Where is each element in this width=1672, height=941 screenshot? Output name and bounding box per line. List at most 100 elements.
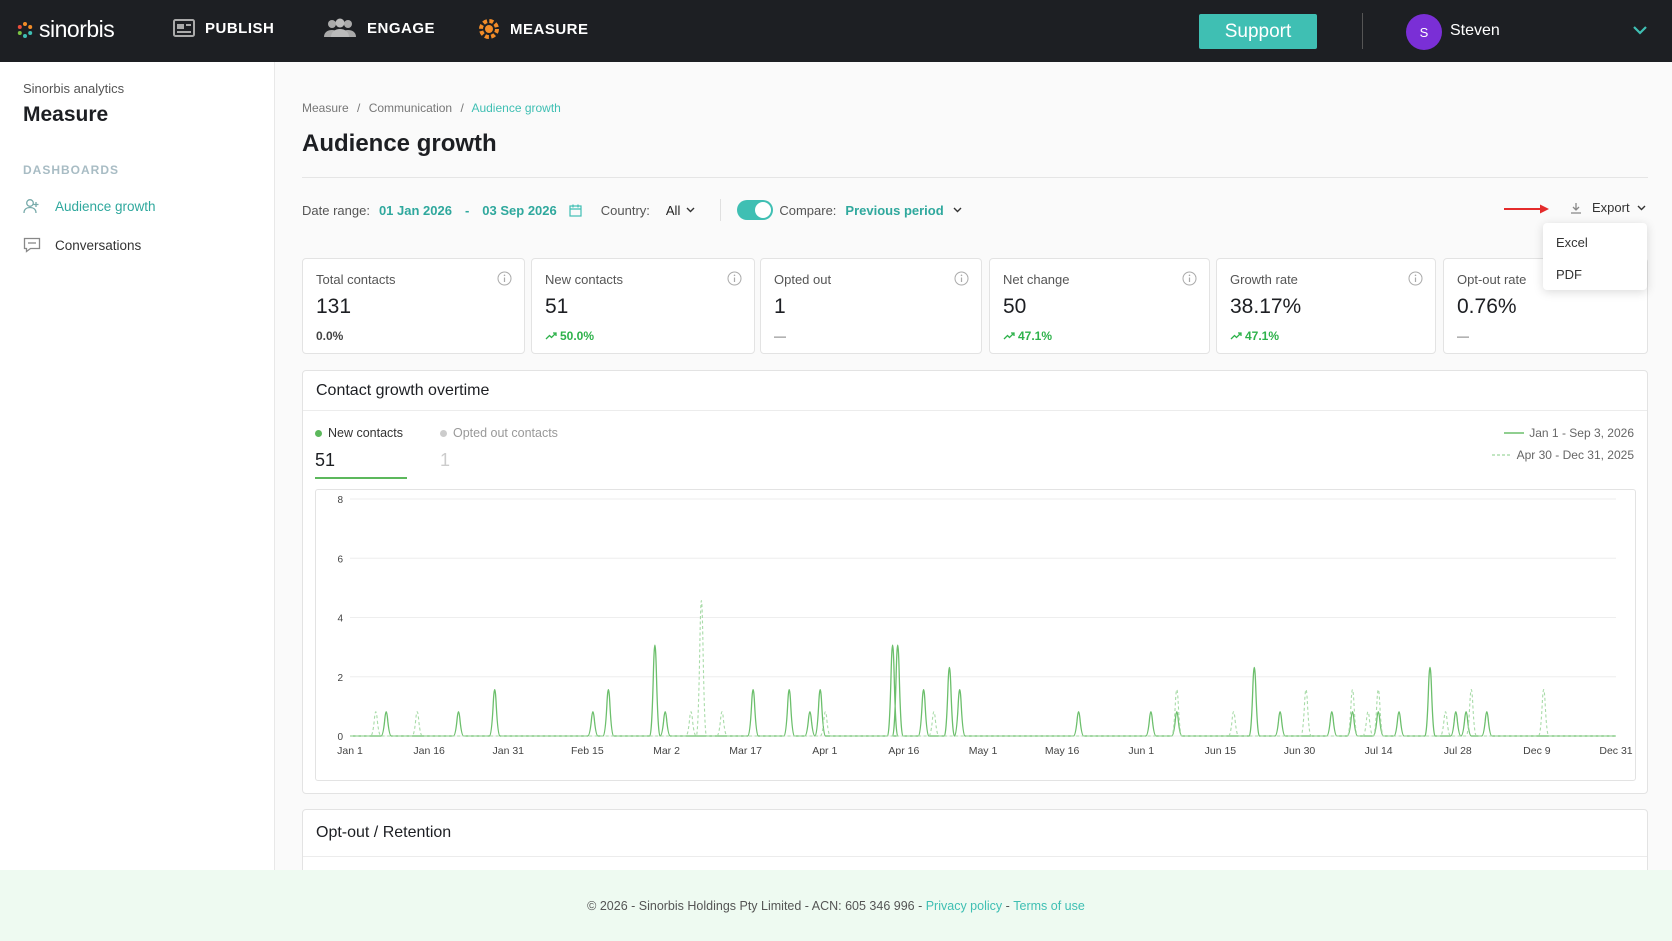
nav-publish-label: PUBLISH — [205, 19, 275, 37]
tab-opted-out-value: 1 — [440, 450, 451, 470]
chevron-down-icon[interactable] — [686, 207, 695, 213]
stat-label: Net change — [1003, 272, 1070, 287]
x-tick-label: Jan 16 — [413, 745, 445, 757]
chart-area: 0 2 4 6 8 Jan 1 Jan 16 Jan 31 Feb 15 Mar 2 Mar 17 A… — [315, 489, 1636, 781]
info-icon[interactable] — [497, 271, 512, 286]
top-nav: sinorbis PUBLISH ENGAGE MEASURE Support … — [0, 0, 1672, 62]
x-tick-label: Mar 2 — [653, 745, 680, 757]
chevron-down-icon[interactable] — [953, 207, 962, 213]
tab-new-contacts[interactable]: New contacts — [315, 426, 403, 440]
sidebar-item-audience-growth[interactable]: Audience growth — [23, 198, 156, 214]
panel-title: Opt-out / Retention — [316, 824, 452, 841]
stat-value: 0.76% — [1457, 295, 1517, 318]
nav-measure[interactable]: MEASURE — [478, 18, 589, 40]
x-tick-label: Feb 15 — [571, 745, 604, 757]
stat-change: 47.1% — [1230, 329, 1279, 343]
sidebar-item-conversations[interactable]: Conversations — [23, 237, 141, 253]
stat-card-total-contacts: Total contacts 131 0.0% — [302, 258, 525, 354]
date-range-label: Date range: — [302, 202, 370, 218]
info-icon[interactable] — [954, 271, 969, 286]
stat-label: Opted out — [774, 272, 832, 287]
y-tick-label: 4 — [337, 614, 343, 625]
footer: © 2026 - Sinorbis Holdings Pty Limited -… — [0, 870, 1672, 941]
y-tick-label: 0 — [337, 732, 343, 743]
stat-card-opt-out-rate: Opt-out rate 0.76% — — [1443, 258, 1648, 354]
nav-publish[interactable]: PUBLISH — [173, 18, 274, 38]
breadcrumb-measure[interactable]: Measure — [302, 101, 349, 115]
x-tick-label: Jun 30 — [1284, 745, 1316, 757]
nav-divider — [1362, 13, 1363, 49]
stat-card-growth-rate: Growth rate 38.17% 47.1% — [1216, 258, 1436, 354]
export-label: Export — [1592, 200, 1630, 215]
x-tick-label: Jul 14 — [1365, 745, 1393, 757]
sidebar-item-label: Audience growth — [55, 198, 156, 214]
info-icon[interactable] — [1408, 271, 1423, 286]
publish-icon — [173, 19, 195, 37]
date-from[interactable]: 01 Jan 2026 — [378, 202, 452, 218]
sidebar-section-label: DASHBOARDS — [23, 163, 120, 177]
trend-up-icon — [1003, 332, 1015, 340]
nav-measure-label: MEASURE — [510, 20, 589, 38]
support-button[interactable]: Support — [1199, 14, 1317, 49]
chevron-down-icon — [1637, 205, 1646, 210]
trend-up-icon — [545, 332, 557, 340]
tab-opted-out-contacts[interactable]: Opted out contacts — [440, 426, 558, 440]
breadcrumb: Measure / Communication / Audience growt… — [302, 101, 561, 115]
series-line-previous-period — [350, 600, 1616, 737]
red-arrow-annotation — [1504, 204, 1549, 214]
panel-divider — [303, 856, 1647, 857]
contact-growth-panel: Contact growth overtime New contacts 51 … — [302, 370, 1648, 794]
export-button[interactable]: Export — [1570, 200, 1646, 215]
sidebar-subtitle: Sinorbis analytics — [23, 81, 125, 96]
dashed-line-swatch — [1491, 454, 1512, 456]
brand-logo[interactable]: sinorbis — [16, 16, 115, 43]
filter-bar: Date range: 01 Jan 2026 - 03 Sep 2026 Co… — [302, 199, 962, 221]
export-option-excel[interactable]: Excel — [1556, 235, 1588, 250]
stat-change: — — [774, 329, 786, 343]
panel-divider — [303, 410, 1647, 411]
growth-line-chart: 0 2 4 6 8 Jan 1 Jan 16 Jan 31 Feb 15 Mar 2 Mar 17 A… — [337, 495, 1633, 757]
solid-line-swatch — [1504, 432, 1525, 434]
sidebar-item-label: Conversations — [55, 237, 142, 253]
stat-card-opted-out: Opted out 1 — — [760, 258, 982, 354]
breadcrumb-current: Audience growth — [471, 101, 561, 115]
x-tick-label: Jul 28 — [1444, 745, 1472, 757]
avatar[interactable]: S — [1406, 14, 1442, 50]
info-icon[interactable] — [1182, 271, 1197, 286]
stat-card-net-change: Net change 50 47.1% — [989, 258, 1210, 354]
stat-value: 38.17% — [1230, 295, 1302, 318]
country-label: Country: — [600, 202, 650, 218]
audience-icon — [23, 199, 39, 214]
opt-out-retention-panel: Opt-out / Retention — [302, 809, 1648, 879]
privacy-policy-link[interactable]: Privacy policy — [925, 898, 1003, 913]
date-to[interactable]: 03 Sep 2026 — [482, 202, 557, 218]
info-icon[interactable] — [727, 271, 742, 286]
x-tick-label: Apr 16 — [888, 745, 919, 757]
stat-change: 47.1% — [1003, 329, 1052, 343]
stat-change: — — [1457, 329, 1469, 343]
compare-toggle[interactable] — [737, 200, 774, 220]
breadcrumb-communication[interactable]: Communication — [368, 101, 453, 115]
stat-label: Opt-out rate — [1457, 272, 1527, 287]
stat-value: 131 — [316, 295, 352, 318]
calendar-icon[interactable] — [569, 204, 582, 217]
chevron-down-icon[interactable] — [1632, 24, 1648, 36]
x-tick-label: Jan 31 — [492, 745, 524, 757]
footer-copyright: © 2026 - Sinorbis Holdings Pty Limited -… — [587, 898, 923, 913]
export-option-pdf[interactable]: PDF — [1556, 267, 1582, 282]
stat-label: Growth rate — [1230, 272, 1298, 287]
x-tick-label: Dec 9 — [1523, 745, 1551, 757]
country-select[interactable]: All — [665, 202, 681, 218]
nav-engage[interactable]: ENGAGE — [323, 18, 435, 38]
terms-of-use-link[interactable]: Terms of use — [1013, 898, 1085, 913]
chat-icon — [23, 237, 41, 253]
user-name[interactable]: Steven — [1450, 22, 1500, 39]
page-title: Audience growth — [302, 130, 497, 157]
stat-value: 1 — [774, 295, 786, 318]
x-tick-label: May 1 — [969, 745, 998, 757]
title-divider — [302, 177, 1648, 178]
stat-label: New contacts — [545, 272, 624, 287]
series-line-current-period — [350, 644, 1616, 737]
compare-select[interactable]: Previous period — [845, 202, 944, 218]
stat-change: 50.0% — [545, 329, 594, 343]
